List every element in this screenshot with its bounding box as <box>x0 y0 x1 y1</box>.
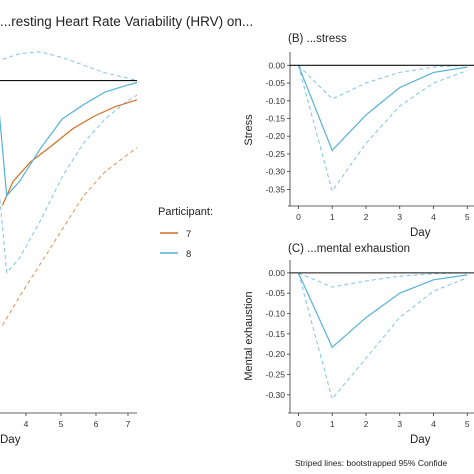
panel-a-xtick-label: 6 <box>94 419 99 429</box>
panel-c-ytick-label: -0.10 <box>266 309 286 319</box>
panel-c-ylabel: Mental exhaustion <box>243 291 255 380</box>
panel-c-xtick-label: 0 <box>296 419 301 429</box>
panel-b-xtick-label: 0 <box>296 212 301 222</box>
panel-a-series-8-line <box>0 81 137 198</box>
legend-label-8: 8 <box>186 249 191 260</box>
panel-b-ytick-label: 0.00 <box>268 60 285 70</box>
panel-c-ytick-label: -0.05 <box>266 288 286 298</box>
panel-c-ytick-label: 0.00 <box>268 268 285 278</box>
panel-a-xlabel: Day <box>0 434 21 446</box>
panel-c-series-8-ci-lower-line <box>297 272 468 400</box>
panel-b-xtick-label: 4 <box>431 212 436 222</box>
panel-c-xtick-label: 3 <box>397 419 402 429</box>
panel-b-xtick-label: 1 <box>330 212 335 222</box>
panel-a-xtick-label: 5 <box>59 419 64 429</box>
panel-c-xlabel: Day <box>410 434 431 446</box>
panel-c-ytick-label: -0.25 <box>266 369 286 379</box>
panel-a-series-7-line <box>1 99 137 206</box>
panel-a-xtick-label: 7 <box>126 419 131 429</box>
panel-b-ytick-label: -0.05 <box>266 78 286 88</box>
panel-c-ytick-label: -0.30 <box>266 390 286 400</box>
panel-c-series-8-ci-upper-line <box>298 272 468 288</box>
panel-a-series-8-ci-lower-line <box>0 94 137 274</box>
panel-b-series-8-ci-upper-line <box>298 64 468 100</box>
panel-a-series-7-ci-line <box>1 147 137 326</box>
panel-b-title: (B) ...stress <box>288 33 347 45</box>
panel-b-ytick-label: -0.30 <box>266 167 286 177</box>
panel-b-xtick-label: 2 <box>364 212 369 222</box>
legend: Participant: 7 8 <box>158 206 213 260</box>
panel-b-ytick-label: -0.10 <box>266 96 286 106</box>
panel-b-series-8-ci-lower-line <box>297 65 468 193</box>
panel-b-ylabel: Stress <box>243 114 255 146</box>
panel-b: (B) ...stress 0.00 -0.05 -0.10 -0.15 -0.20 -0.… <box>243 33 474 239</box>
figure-caption: Striped lines: bootstrapped 95% Confide <box>295 458 447 468</box>
panel-b-ytick-label: -0.15 <box>266 113 286 123</box>
panel-a-series-8-ci-upper-line <box>0 51 137 82</box>
panel-b-xtick-label: 3 <box>397 212 402 222</box>
panel-c-ytick-label: -0.15 <box>266 329 286 339</box>
panel-a-xtick-label: 4 <box>24 419 29 429</box>
panel-c: (C) ...mental exhaustion 0.00 -0.05 -0.10 -0… <box>243 243 474 446</box>
panel-b-xtick-label: 5 <box>465 212 470 222</box>
panel-c-xtick-label: 1 <box>330 419 335 429</box>
panel-b-xlabel: Day <box>410 227 431 239</box>
panel-c-xtick-label: 4 <box>431 419 436 429</box>
legend-label-7: 7 <box>186 229 191 240</box>
panel-b-ytick-label: -0.35 <box>266 184 286 194</box>
panel-c-title: (C) ...mental exhaustion <box>288 243 410 255</box>
panel-c-ytick-label: -0.20 <box>266 349 286 359</box>
panel-c-series-8-line <box>297 272 468 349</box>
legend-title: Participant: <box>158 206 213 218</box>
panel-a: 4 5 6 7 Day <box>0 51 137 446</box>
panel-b-series-8-line <box>297 65 468 152</box>
panel-b-ytick-label: -0.25 <box>266 149 286 159</box>
panel-c-xtick-label: 5 <box>465 419 470 429</box>
panel-b-ytick-label: -0.20 <box>266 131 286 141</box>
figure-title: ...resting Heart Rate Variability (HRV) … <box>0 14 253 29</box>
panel-c-xtick-label: 2 <box>364 419 369 429</box>
